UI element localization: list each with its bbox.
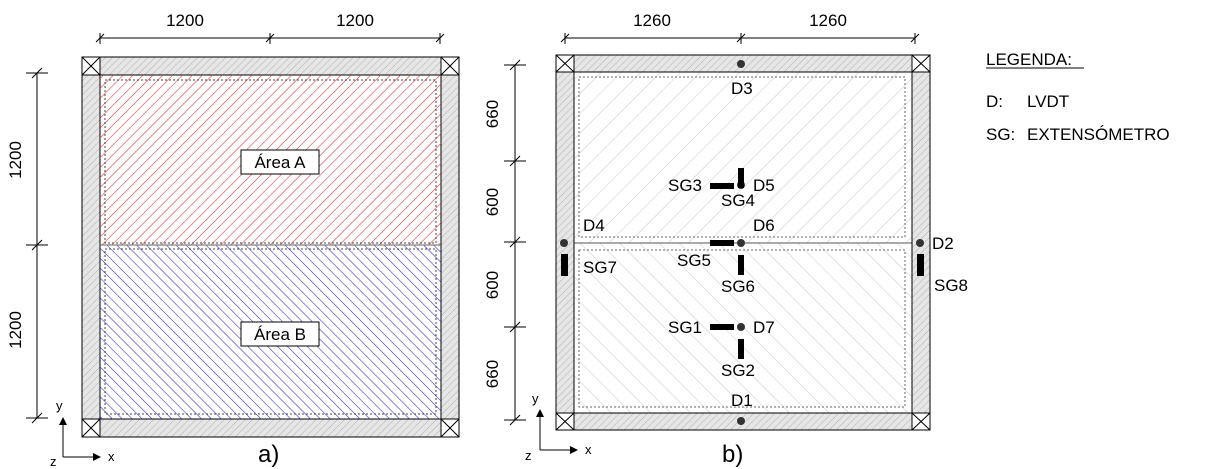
- dimension-label: 1260: [633, 11, 671, 30]
- axis-y-label: y: [56, 398, 63, 413]
- axis-z-label: z: [50, 454, 57, 469]
- area-b-label: Área B: [254, 325, 306, 344]
- instrument-labels: D3 D5 D6 D7 D1 D4 D2 SG3 SG4 SG5 SG6 SG1…: [583, 79, 968, 410]
- strain-gauge-label: SG6: [721, 277, 755, 296]
- lvdt-d1-marker: [737, 417, 745, 425]
- area-b-outline: [104, 248, 437, 415]
- figure-b-caption: b): [722, 441, 743, 468]
- sg7-gauge: [561, 254, 568, 276]
- figure-b: 1260 1260 660 600 600 660: [483, 11, 968, 468]
- strain-gauge-label: SG1: [668, 318, 702, 337]
- dimension-label: 1260: [809, 11, 847, 30]
- lvdt-d7-marker: [737, 323, 745, 331]
- axes-indicator-b: y x z: [525, 391, 592, 463]
- sg3-gauge: [710, 183, 734, 189]
- lvdt-d6-marker: [737, 239, 745, 247]
- axis-y-label: y: [532, 391, 539, 406]
- strain-gauge-label: SG8: [934, 276, 968, 295]
- dimension-label: 1200: [166, 11, 204, 30]
- dimension-left-b: 660 600 600 660: [483, 59, 526, 426]
- lvdt-label: D2: [932, 234, 954, 253]
- axis-x-label: x: [585, 442, 592, 457]
- legend-key: D:: [986, 92, 1003, 111]
- column-marker: [440, 56, 460, 76]
- dimension-label: 1200: [6, 141, 25, 179]
- dimension-label: 1200: [336, 11, 374, 30]
- lvdt-d2-marker: [916, 239, 924, 247]
- slab-top-hatch: [574, 72, 912, 243]
- sg2-gauge: [738, 339, 744, 359]
- axis-z-label: z: [525, 448, 532, 463]
- column-marker: [555, 54, 575, 73]
- lvdt-d4-marker: [560, 239, 568, 247]
- axis-x-label: x: [108, 449, 115, 464]
- column-marker: [81, 56, 101, 76]
- area-a-label-box: Área A: [240, 149, 320, 175]
- legend-value: LVDT: [1027, 92, 1069, 111]
- column-marker: [440, 418, 460, 438]
- dimension-label: 600: [483, 271, 502, 299]
- sg6-gauge: [738, 255, 744, 275]
- strain-gauge-label: SG7: [583, 258, 617, 277]
- legend: LEGENDA: D: LVDT SG: EXTENSÓMETRO: [986, 50, 1170, 144]
- sg4-gauge: [738, 168, 744, 188]
- lvdt-markers: [560, 60, 924, 425]
- sg1-gauge: [710, 324, 734, 330]
- lvdt-label: D1: [731, 391, 753, 410]
- strain-gauge-label: SG2: [721, 361, 755, 380]
- column-marker: [911, 54, 931, 73]
- sg5-gauge: [710, 240, 734, 246]
- corner-columns-b: [555, 54, 931, 431]
- lvdt-d3-marker: [737, 60, 745, 68]
- dimension-label: 1200: [6, 311, 25, 349]
- column-marker: [911, 412, 931, 431]
- dimension-label: 600: [483, 188, 502, 216]
- column-marker: [81, 418, 101, 438]
- area-a-label: Área A: [254, 153, 306, 172]
- dimension-left-a: 1200 1200: [6, 67, 48, 424]
- corner-columns-a: [81, 56, 460, 438]
- dimension-label: 660: [483, 360, 502, 388]
- lvdt-label: D6: [753, 216, 775, 235]
- lvdt-label: D3: [731, 79, 753, 98]
- area-b-label-box: Área B: [240, 321, 320, 347]
- lvdt-label: D5: [753, 176, 775, 195]
- legend-title: LEGENDA:: [986, 50, 1072, 69]
- legend-key: SG:: [986, 125, 1015, 144]
- area-a-outline: [104, 79, 437, 244]
- slab-top-outline: [578, 76, 906, 238]
- sg8-gauge: [917, 254, 924, 276]
- strain-gauge-label: SG5: [677, 251, 711, 270]
- figure-a-caption: a): [258, 441, 279, 468]
- axes-indicator-a: y x z: [50, 398, 115, 469]
- lvdt-label: D7: [753, 318, 775, 337]
- lvdt-label: D4: [583, 216, 605, 235]
- dimension-label: 660: [483, 100, 502, 128]
- figure-a: 1200 1200 1200 1200: [6, 11, 460, 469]
- column-marker: [555, 412, 575, 431]
- strain-gauge-label: SG3: [668, 176, 702, 195]
- strain-gauge-label: SG4: [721, 191, 755, 210]
- strain-gauge-markers: [561, 168, 924, 359]
- legend-value: EXTENSÓMETRO: [1027, 125, 1170, 144]
- dimension-top-b: 1260 1260: [560, 11, 920, 44]
- slab-bottom-outline: [578, 249, 906, 408]
- dimension-top-a: 1200 1200: [95, 11, 445, 44]
